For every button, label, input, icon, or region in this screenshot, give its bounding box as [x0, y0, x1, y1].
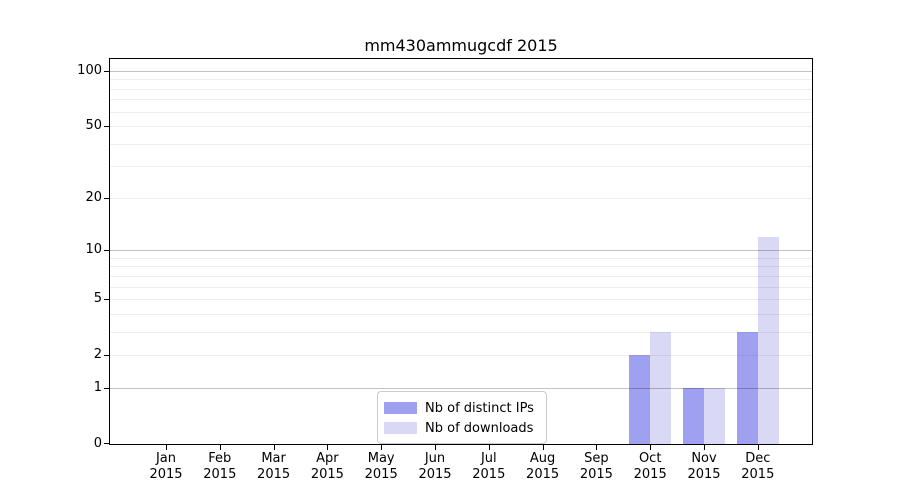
gridline-minor: [110, 166, 812, 167]
plot-area: [109, 58, 813, 445]
legend-item-downloads: Nb of downloads: [384, 418, 538, 438]
legend: Nb of distinct IPs Nb of downloads: [377, 391, 547, 444]
x-tick-label-sep: Sep 2015: [579, 451, 613, 482]
gridline-minor: [110, 89, 812, 90]
x-tick-label-jul: Jul 2015: [472, 451, 506, 482]
y-tick-label: 20: [85, 189, 102, 205]
y-tick-label: 100: [77, 62, 102, 78]
gridline-minor: [110, 299, 812, 300]
x-tick-mark: [220, 445, 221, 450]
x-tick-mark: [650, 445, 651, 450]
y-tick-mark: [104, 250, 110, 251]
gridline-minor: [110, 126, 812, 127]
x-tick-mark: [274, 445, 275, 450]
x-tick-mark: [596, 445, 597, 450]
gridline-major: [110, 71, 812, 72]
bar-downloads-dec: [757, 236, 779, 444]
legend-swatch-downloads: [384, 422, 417, 434]
x-tick-label-aug: Aug 2015: [526, 451, 560, 482]
gridline-minor: [110, 276, 812, 277]
gridline-minor: [110, 314, 812, 315]
x-tick-label-feb: Feb 2015: [203, 451, 237, 482]
bar-distinct-ips-oct: [629, 355, 651, 444]
bar-distinct-ips-nov: [683, 387, 704, 444]
x-tick-label-jan: Jan 2015: [149, 451, 183, 482]
x-tick-mark: [327, 445, 328, 450]
y-tick-mark: [104, 71, 110, 72]
gridline-minor: [110, 198, 812, 199]
y-tick-mark: [104, 299, 110, 300]
gridline-minor: [110, 112, 812, 113]
chart-title: mm430ammugcdf 2015: [364, 36, 558, 55]
gridline-minor: [110, 332, 812, 333]
y-tick-mark: [104, 388, 110, 389]
y-tick-label: 0: [93, 436, 102, 451]
x-tick-label-mar: Mar 2015: [257, 451, 291, 482]
bars-layer: [110, 59, 812, 444]
y-tick-mark: [104, 126, 110, 127]
gridline-major: [110, 250, 812, 251]
x-tick-label-jun: Jun 2015: [418, 451, 452, 482]
gridline-minor: [110, 144, 812, 145]
x-tick-label-dec: Dec 2015: [741, 451, 775, 482]
y-tick-mark: [104, 443, 110, 444]
gridline-minor: [110, 79, 812, 80]
legend-label-distinct-ips: Nb of distinct IPs: [425, 400, 534, 416]
y-tick-mark: [104, 198, 110, 199]
x-tick-mark: [381, 445, 382, 450]
gridline-minor: [110, 287, 812, 288]
y-tick-label: 1: [93, 379, 102, 395]
bar-downloads-nov: [704, 387, 725, 444]
gridline-minor: [110, 266, 812, 267]
x-tick-label-may: May 2015: [364, 451, 398, 482]
x-tick-label-nov: Nov 2015: [687, 451, 721, 482]
x-tick-label-oct: Oct 2015: [633, 451, 667, 482]
gridline-major: [110, 388, 812, 389]
legend-swatch-distinct-ips: [384, 402, 417, 414]
y-tick-label: 5: [93, 291, 102, 307]
x-tick-mark: [758, 445, 759, 450]
x-tick-mark: [704, 445, 705, 450]
x-tick-mark: [543, 445, 544, 450]
x-tick-mark: [489, 445, 490, 450]
x-tick-mark: [435, 445, 436, 450]
gridline-minor: [110, 258, 812, 259]
y-tick-mark: [104, 355, 110, 356]
y-tick-label: 50: [85, 118, 102, 134]
grid-layer: [110, 59, 812, 444]
bar-downloads-oct: [650, 331, 672, 444]
bar-distinct-ips-dec: [736, 331, 758, 444]
legend-item-distinct-ips: Nb of distinct IPs: [384, 398, 538, 418]
x-tick-mark: [166, 445, 167, 450]
x-tick-label-apr: Apr 2015: [310, 451, 344, 482]
y-tick-label: 2: [93, 347, 102, 363]
legend-label-downloads: Nb of downloads: [425, 420, 534, 436]
gridline-minor: [110, 99, 812, 100]
gridline-minor: [110, 355, 812, 356]
y-tick-label: 10: [85, 242, 102, 258]
